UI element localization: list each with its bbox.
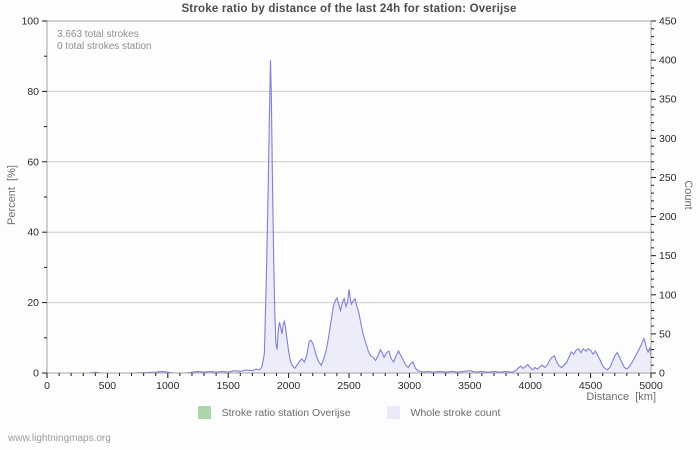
svg-text:2500: 2500: [337, 380, 361, 392]
svg-text:80: 80: [27, 86, 39, 98]
svg-text:0: 0: [659, 368, 665, 380]
svg-text:2000: 2000: [277, 380, 301, 392]
total-strokes-annotation: 3.663 total strokes: [57, 29, 139, 40]
svg-text:1000: 1000: [156, 380, 180, 392]
svg-text:100: 100: [21, 16, 39, 28]
svg-text:4500: 4500: [579, 380, 603, 392]
svg-text:60: 60: [27, 156, 39, 168]
svg-text:350: 350: [659, 94, 677, 106]
svg-text:300: 300: [659, 133, 677, 145]
watermark: www.lightningmaps.org: [8, 433, 111, 444]
svg-text:200: 200: [659, 211, 677, 223]
legend: Stroke ratio station Overijse Whole stro…: [47, 406, 651, 419]
svg-text:150: 150: [659, 250, 677, 262]
x-axis-title: Distance [km]: [586, 391, 656, 403]
right-axis-title: Count: [682, 180, 694, 210]
svg-text:5000: 5000: [639, 380, 663, 392]
svg-text:40: 40: [27, 227, 39, 239]
svg-text:20: 20: [27, 297, 39, 309]
svg-text:250: 250: [659, 172, 677, 184]
left-axis-title: Percent [%]: [6, 165, 18, 225]
svg-text:3000: 3000: [398, 380, 422, 392]
svg-text:100: 100: [659, 289, 677, 301]
svg-text:50: 50: [659, 328, 671, 340]
svg-text:1500: 1500: [217, 380, 241, 392]
legend-label-count: Whole stroke count: [410, 406, 501, 419]
svg-text:0: 0: [44, 380, 50, 392]
svg-text:3500: 3500: [458, 380, 482, 392]
svg-text:0: 0: [33, 368, 39, 380]
legend-swatch-count: [386, 406, 400, 419]
svg-text:450: 450: [659, 16, 677, 28]
legend-item-ratio: Stroke ratio station Overijse: [197, 406, 351, 419]
chart-title: Stroke ratio by distance of the last 24h…: [181, 3, 517, 15]
svg-text:500: 500: [99, 380, 117, 392]
legend-label-ratio: Stroke ratio station Overijse: [221, 406, 351, 419]
legend-item-count: Whole stroke count: [386, 406, 501, 419]
legend-swatch-ratio: [197, 406, 211, 419]
svg-text:4000: 4000: [519, 380, 543, 392]
svg-text:400: 400: [659, 55, 677, 67]
station-strokes-annotation: 0 total strokes station: [57, 41, 152, 52]
